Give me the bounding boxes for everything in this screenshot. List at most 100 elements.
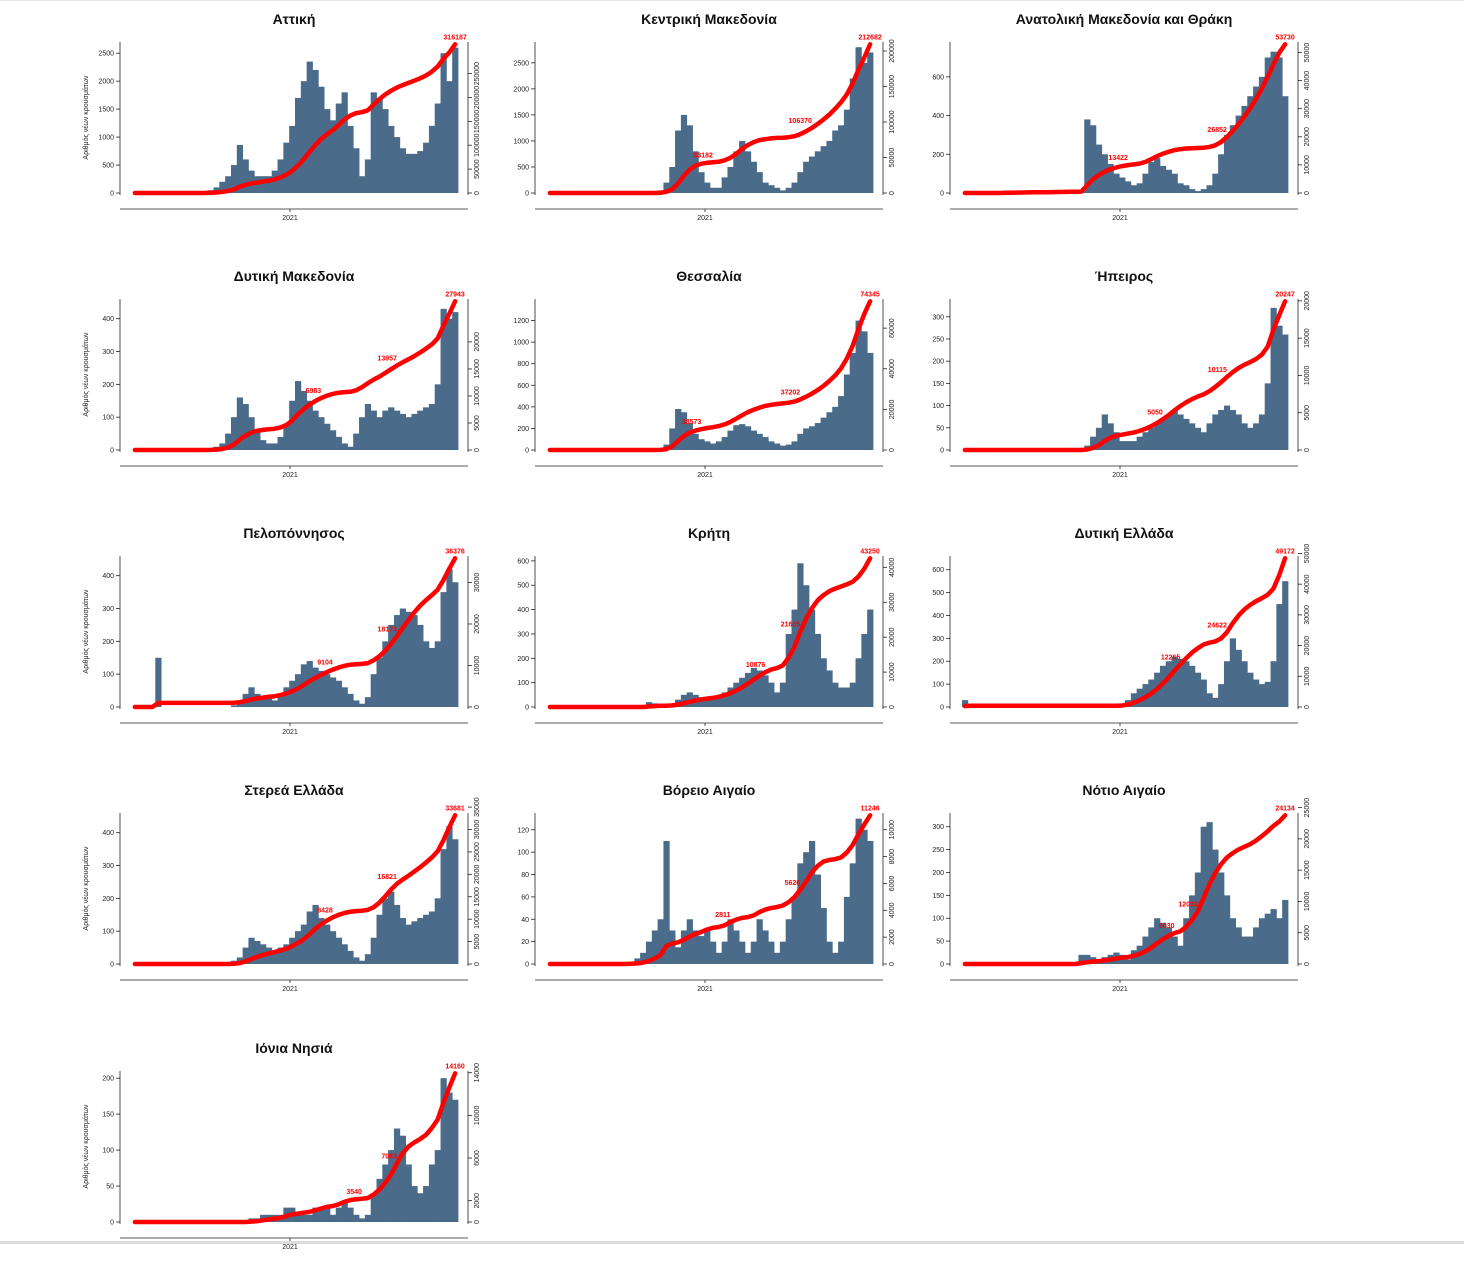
cumulative-label: 49172 bbox=[1275, 548, 1295, 555]
bar bbox=[820, 146, 827, 193]
bar bbox=[663, 840, 670, 964]
bar bbox=[318, 1207, 325, 1222]
bar bbox=[814, 423, 822, 450]
bar bbox=[779, 941, 787, 964]
bar bbox=[329, 430, 337, 450]
bar bbox=[1159, 922, 1167, 964]
y-tick-label: 50 bbox=[936, 425, 944, 432]
y-tick-label: 300 bbox=[932, 636, 944, 643]
bar bbox=[1235, 927, 1242, 964]
bar bbox=[289, 937, 296, 964]
bar bbox=[774, 692, 781, 707]
bar bbox=[715, 441, 723, 450]
bar bbox=[744, 952, 752, 964]
bar bbox=[312, 904, 319, 964]
chart-svg: 1416070833540202105010015020002000600010… bbox=[82, 1063, 481, 1251]
bar bbox=[428, 647, 436, 707]
x-tick-label: 2021 bbox=[697, 986, 713, 993]
bar bbox=[721, 941, 728, 964]
y-tick-label: 100 bbox=[932, 682, 944, 689]
bar bbox=[242, 404, 249, 450]
cumulative-line bbox=[547, 299, 873, 453]
bar bbox=[1194, 872, 1202, 964]
bar bbox=[347, 446, 354, 450]
bar bbox=[1223, 405, 1231, 450]
bar bbox=[1183, 918, 1190, 964]
y2-tick-label: 0 bbox=[1304, 705, 1311, 709]
bar bbox=[265, 443, 273, 450]
y2-tick-label: 150000 bbox=[474, 110, 481, 133]
y-tick-label: 150 bbox=[102, 1112, 114, 1119]
cumulative-label: 16821 bbox=[377, 874, 397, 881]
chart-title: Στερεά Ελλάδα bbox=[244, 782, 344, 798]
bar bbox=[428, 404, 436, 450]
bar bbox=[271, 950, 278, 964]
bar bbox=[1200, 679, 1207, 707]
y-tick-label: 100 bbox=[102, 415, 114, 422]
bar bbox=[399, 148, 407, 193]
x-tick-label: 2021 bbox=[1112, 986, 1128, 993]
bar bbox=[230, 165, 238, 193]
y2-tick-label: 100000 bbox=[474, 133, 481, 156]
bar bbox=[843, 109, 851, 193]
bar bbox=[312, 69, 319, 193]
bar bbox=[446, 826, 453, 964]
y-tick-label: 500 bbox=[932, 590, 944, 597]
y2-tick-label: 0 bbox=[889, 962, 896, 966]
y-tick-label: 200 bbox=[932, 659, 944, 666]
bar bbox=[762, 182, 769, 193]
bar bbox=[318, 918, 325, 964]
bar bbox=[417, 624, 424, 707]
bar bbox=[434, 641, 441, 707]
y-tick-label: 200 bbox=[517, 426, 529, 433]
bar bbox=[423, 641, 430, 707]
bar bbox=[1270, 307, 1277, 450]
y-tick-label: 100 bbox=[517, 850, 529, 857]
bar bbox=[260, 440, 267, 450]
bar bbox=[359, 417, 366, 450]
bar bbox=[1159, 165, 1167, 193]
y2-tick-label: 4000 bbox=[889, 902, 896, 918]
bar bbox=[1264, 681, 1271, 707]
bar bbox=[236, 144, 244, 193]
bar bbox=[1212, 849, 1219, 964]
y2-tick-label: 10000 bbox=[474, 386, 481, 406]
bar bbox=[1171, 936, 1178, 964]
bar bbox=[364, 697, 372, 707]
bar bbox=[739, 941, 746, 964]
bar bbox=[230, 417, 238, 450]
bar bbox=[347, 693, 354, 707]
bar bbox=[756, 670, 763, 707]
bar bbox=[452, 582, 459, 707]
bar bbox=[779, 190, 787, 193]
bar bbox=[405, 153, 412, 193]
y-tick-label: 150 bbox=[932, 893, 944, 900]
cumulative-label: 13957 bbox=[377, 356, 397, 363]
bar bbox=[814, 874, 822, 964]
bar bbox=[306, 911, 313, 964]
bar bbox=[295, 1214, 302, 1222]
cumulative-label: 8428 bbox=[317, 907, 333, 914]
chart-svg: 212682 106370 53182 2021 0 500 1000 1500 2000 250… bbox=[513, 34, 896, 222]
y2-tick-label: 6000 bbox=[889, 876, 896, 892]
bar bbox=[440, 849, 447, 964]
cumulative-label: 6030 bbox=[1159, 923, 1175, 930]
x-tick-label: 2021 bbox=[282, 729, 298, 736]
bar bbox=[353, 148, 360, 193]
bar bbox=[347, 1207, 354, 1222]
y-tick-label: 2500 bbox=[513, 60, 529, 67]
y2-tick-label: 30000 bbox=[474, 820, 481, 840]
bar bbox=[1165, 414, 1172, 450]
bar bbox=[1136, 436, 1143, 450]
bar bbox=[1125, 959, 1132, 964]
bar bbox=[423, 407, 430, 450]
bar bbox=[803, 585, 810, 707]
cumulative-line bbox=[547, 42, 873, 196]
x-tick-label: 2021 bbox=[1112, 472, 1128, 479]
bar bbox=[376, 97, 383, 193]
bar bbox=[399, 608, 407, 707]
y-axis-label: Αριθμός νέων κρουσμάτων bbox=[82, 1104, 90, 1189]
cumulative-line bbox=[132, 813, 458, 967]
bar bbox=[283, 944, 290, 964]
y-tick-label: 50 bbox=[936, 939, 944, 946]
